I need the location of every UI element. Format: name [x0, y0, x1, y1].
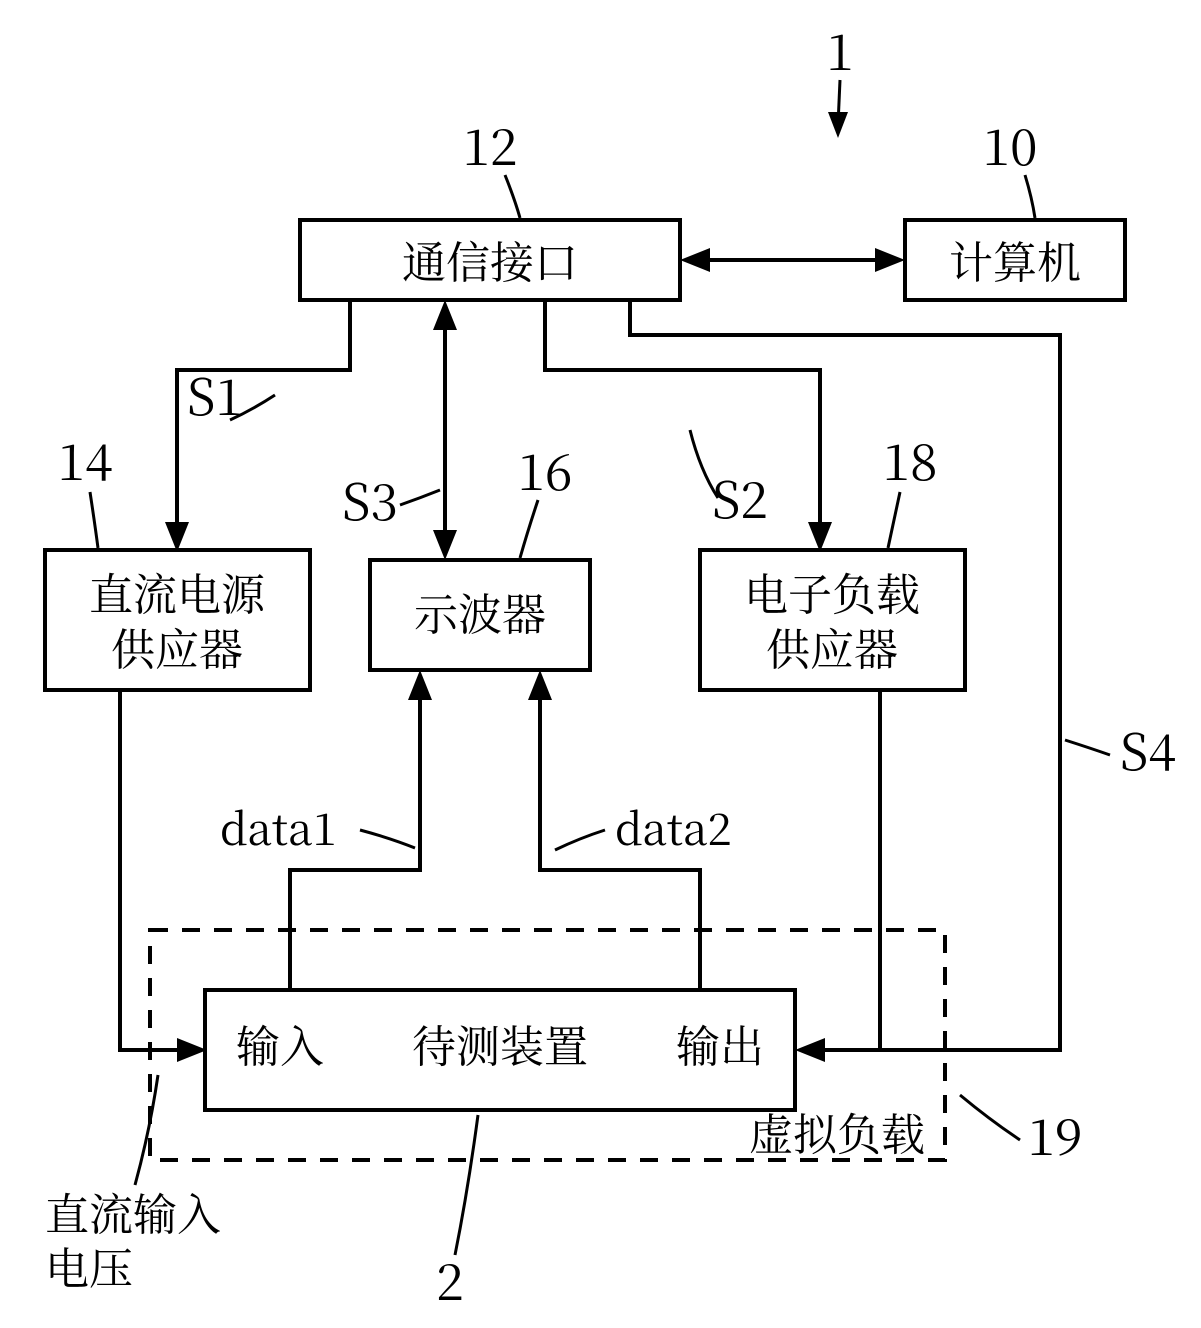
s4-arrow-into-dut: [795, 1038, 825, 1062]
scope-num: 16: [518, 433, 573, 505]
dut-num-leader: [455, 1115, 478, 1255]
s3-arrow-down: [433, 530, 457, 560]
data1-leader: [360, 830, 415, 848]
block-diagram: 1 通信接口 12 计算机 10 直流电源 供应器 14 示波器 16 电子负载…: [0, 0, 1201, 1328]
scope-label: 示波器: [414, 579, 546, 643]
data2-label: data2: [615, 794, 732, 858]
s2-arrow: [808, 522, 832, 552]
data1-arrow: [408, 670, 432, 700]
scope-num-leader: [520, 500, 538, 558]
data2-arrow: [528, 670, 552, 700]
s3-arrow-up: [433, 300, 457, 330]
dut-center: 待测装置: [412, 1011, 588, 1075]
s4-leader: [1065, 740, 1110, 755]
data1-label: data1: [220, 794, 337, 858]
fixture-num-leader: [960, 1095, 1020, 1140]
s3-leader: [400, 490, 440, 505]
ref-1-label: 1: [826, 13, 854, 85]
computer-num: 10: [983, 108, 1038, 180]
computer-num-leader: [1025, 175, 1035, 218]
s4-label: S4: [1120, 713, 1176, 785]
comm-computer-arrow-right: [875, 248, 905, 272]
dc-supply-num: 14: [58, 423, 113, 495]
data2-leader: [555, 830, 605, 850]
comm-num-leader: [505, 175, 520, 218]
eload-num: 18: [883, 423, 938, 495]
dut-right: 输出: [676, 1011, 764, 1075]
s1-arrow: [165, 522, 189, 552]
dc-supply-line2: 供应器: [111, 614, 243, 678]
s3-label: S3: [342, 463, 398, 535]
dut-num: 2: [436, 1243, 464, 1315]
dc-in-voltage-leader: [135, 1075, 158, 1185]
comm-computer-arrow-left: [680, 248, 710, 272]
s2-label: S2: [712, 461, 768, 533]
dc-to-dut-arrow: [177, 1038, 207, 1062]
eload-num-leader: [888, 492, 900, 548]
dc-to-dut-wire: [120, 690, 192, 1050]
dut-left: 输入: [236, 1011, 324, 1075]
eload-line2: 供应器: [766, 614, 898, 678]
dc-supply-num-leader: [90, 492, 98, 548]
ref-1-arrow: [828, 112, 848, 138]
dc-in-voltage-line2: 电压: [45, 1233, 133, 1297]
comm-label: 通信接口: [402, 227, 578, 291]
fixture-num: 19: [1028, 1098, 1083, 1170]
comm-num: 12: [463, 108, 518, 180]
computer-label: 计算机: [949, 227, 1081, 291]
